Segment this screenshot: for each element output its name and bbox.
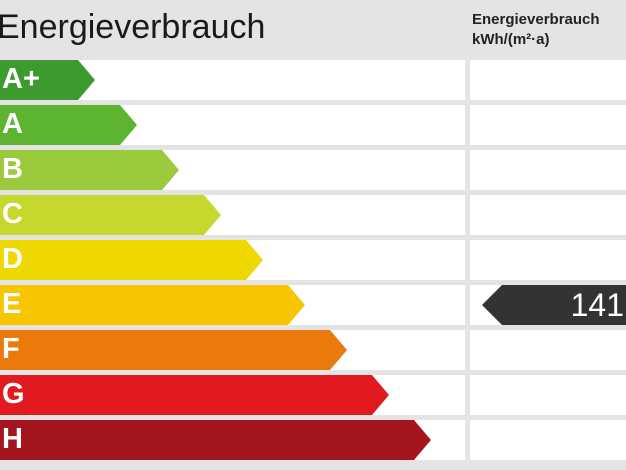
class-label: C: [2, 198, 23, 230]
class-label: B: [2, 153, 23, 185]
class-row: D: [0, 240, 465, 280]
value-cell: [470, 60, 626, 100]
unit-header-line1: Energieverbrauch: [472, 11, 600, 28]
value-cell: [470, 195, 626, 235]
class-row: B: [0, 150, 465, 190]
value-cell: [470, 105, 626, 145]
class-arrow: D: [0, 240, 263, 280]
class-row: A+: [0, 60, 465, 100]
class-arrow: B: [0, 150, 179, 190]
value-cell: [470, 150, 626, 190]
class-label: F: [2, 333, 20, 365]
class-row: C: [0, 195, 465, 235]
class-arrow: A: [0, 105, 137, 145]
value-cell: [470, 375, 626, 415]
consumption-value: 141: [570, 287, 624, 323]
class-label: A+: [2, 63, 40, 95]
value-cell: [470, 420, 626, 460]
class-label: D: [2, 243, 23, 275]
class-arrow: C: [0, 195, 221, 235]
class-arrow: H: [0, 420, 431, 460]
class-row: F: [0, 330, 465, 370]
consumption-marker: 141: [482, 285, 626, 325]
page-title: Energieverbrauch: [0, 8, 266, 46]
class-label: A: [2, 108, 23, 140]
class-label: G: [2, 378, 25, 410]
class-row: E: [0, 285, 465, 325]
value-cell: [470, 240, 626, 280]
class-row: G: [0, 375, 465, 415]
value-cell: [470, 330, 626, 370]
class-arrow: F: [0, 330, 347, 370]
unit-header-line2: kWh/(m²·a): [472, 31, 550, 48]
class-arrow: G: [0, 375, 389, 415]
class-label: E: [2, 288, 22, 320]
class-arrow: E: [0, 285, 305, 325]
class-label: H: [2, 423, 23, 455]
unit-header: Energieverbrauch kWh/(m²·a): [472, 10, 600, 50]
class-row: A: [0, 105, 465, 145]
class-arrow: A+: [0, 60, 95, 100]
class-row: H: [0, 420, 465, 460]
